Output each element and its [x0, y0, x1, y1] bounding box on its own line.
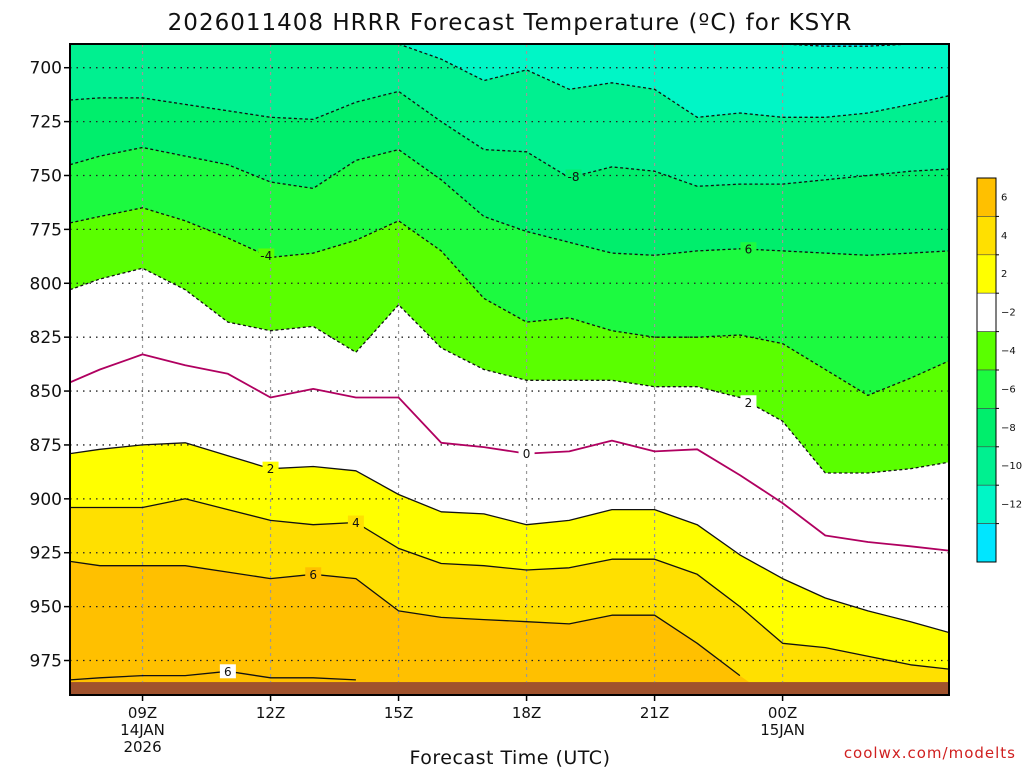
y-tick-label-975: 975 [30, 652, 62, 672]
x-tick-label-09Z-0: 09Z [128, 704, 157, 722]
colorbar-segment-3 [976, 292, 997, 332]
y-tick-label-700: 700 [30, 59, 62, 79]
colorbar-label-2: 2 [1001, 269, 1007, 280]
isotherm-6 [70, 560, 741, 677]
x-tick-label-21Z-0: 21Z [640, 704, 669, 722]
isotherm-0 [70, 353, 949, 552]
isotherm-label-bg-8 [219, 664, 236, 679]
y-tick-label-950: 950 [30, 598, 62, 618]
y-tick-label-725: 725 [30, 113, 62, 133]
isotherm-label-bg-0 [518, 446, 535, 461]
isotherm-label--2: 2 [745, 396, 753, 410]
isotherm-4 [70, 498, 949, 670]
colorbar-segment-9 [976, 523, 997, 563]
temperature-fill [70, 44, 949, 695]
colorbar-label-8: −12 [1001, 500, 1022, 511]
y-tick-label-775: 775 [30, 220, 62, 240]
chart-title: 2026011408 HRRR Forecast Temperature (ºC… [168, 10, 853, 36]
x-tick-label-18Z-0: 18Z [512, 704, 541, 722]
isotherm-lines [70, 44, 949, 681]
ground-strip [70, 682, 949, 695]
colorbar-label-5: −6 [1001, 384, 1016, 395]
x-tick-label-09Z-1: 14JAN [120, 721, 165, 739]
isotherm-label-bg-4 [347, 515, 364, 530]
isotherm-8 [70, 670, 356, 681]
colorbar-label-4: −4 [1001, 346, 1016, 357]
isotherm-label-2: 2 [267, 462, 275, 476]
colorbar-label-1: 4 [1001, 231, 1007, 242]
plot-frame [69, 43, 950, 696]
y-tick-label-750: 750 [30, 166, 62, 186]
y-tick-label-825: 825 [30, 328, 62, 348]
y-tick-label-875: 875 [30, 436, 62, 456]
isotherm-label-4: 4 [352, 516, 360, 530]
x-tick-label-09Z-2: 2026 [123, 738, 161, 756]
colorbar: 6 4 2 −2 −4 −6 −8 −10 −12 [976, 177, 1022, 563]
isotherm--6 [70, 146, 949, 256]
colorbar-label-3: −2 [1001, 308, 1016, 319]
isotherm-label-bg-2 [262, 461, 279, 476]
y-axis: 700 725 750 775 800 825 850 875 900 925 950 975 [30, 59, 70, 672]
colorbar-segment-1 [976, 216, 997, 256]
grid-lines [70, 44, 949, 683]
y-tick-label-800: 800 [30, 274, 62, 294]
isotherm-label-bg--4 [258, 248, 275, 263]
isotherm-label-bg--6 [740, 242, 757, 257]
isotherm--10 [398, 44, 949, 118]
band-above-6 [70, 561, 768, 695]
colorbar-segment-2 [976, 254, 997, 294]
colorbar-segment-8 [976, 484, 997, 524]
colorbar-frame [976, 177, 997, 563]
colorbar-segment-4 [976, 331, 997, 371]
colorbar-segment-6 [976, 408, 997, 448]
y-tick-label-900: 900 [30, 490, 62, 510]
colorbar-segment-7 [976, 446, 997, 486]
isotherm-label--8: -8 [568, 170, 580, 184]
colorbar-segment-0 [976, 177, 997, 217]
isotherm-label--6: 6 [745, 243, 753, 257]
y-tick-label-925: 925 [30, 544, 62, 564]
isotherm-label-6: 6 [309, 568, 317, 582]
x-axis-label: Forecast Time (UTC) [410, 747, 611, 768]
credit-text: coolwx.com/modelts [844, 744, 1016, 762]
colorbar-label-0: 6 [1001, 192, 1007, 203]
isotherm-label-bg-6 [305, 567, 322, 582]
isotherm--2 [70, 267, 949, 474]
isotherm-label-bg--2 [740, 395, 757, 410]
isotherm--4 [70, 207, 949, 397]
isotherm-labels: -8 6 -4 2 0 2 4 6 6 [219, 169, 757, 679]
colorbar-segment-5 [976, 369, 997, 409]
isotherm-label-0: 0 [523, 447, 531, 461]
x-tick-label-00Z-0: 00Z [768, 704, 797, 722]
isotherm-2 [70, 442, 949, 634]
isotherm-label--4: -4 [260, 249, 272, 263]
x-tick-label-15Z-0: 15Z [384, 704, 413, 722]
x-tick-label-12Z-0: 12Z [256, 704, 285, 722]
isotherm--12 [782, 44, 911, 47]
isotherm-label-8: 6 [224, 665, 232, 679]
colorbar-label-6: −8 [1001, 423, 1016, 434]
colorbar-label-7: −10 [1001, 461, 1022, 472]
x-tick-label-00Z-1: 15JAN [760, 721, 805, 739]
y-tick-label-850: 850 [30, 382, 62, 402]
isotherm-label-bg--8 [565, 169, 582, 184]
